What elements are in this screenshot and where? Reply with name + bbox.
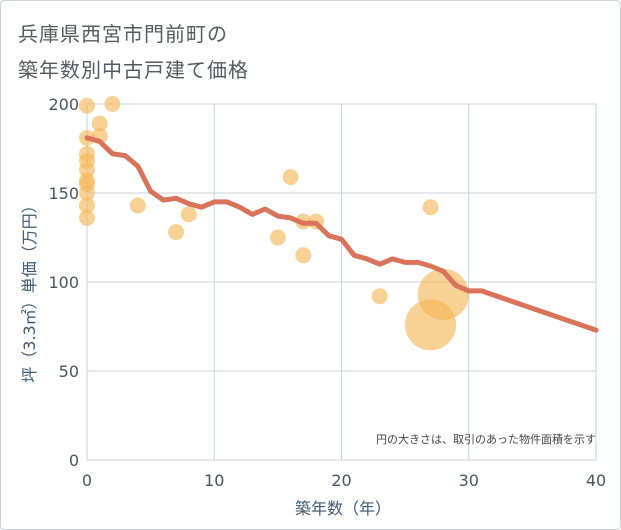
scatter-point: [79, 97, 95, 114]
y-tick-label: 50: [59, 362, 79, 381]
y-tick-label: 150: [48, 184, 79, 203]
x-tick-label: 20: [331, 471, 351, 490]
scatter-point: [79, 209, 95, 226]
scatter-point: [422, 199, 439, 216]
scatter-point: [168, 224, 185, 241]
y-tick-label: 100: [48, 273, 79, 292]
tick-labels: 0 50 100 150 200 0 10 20 30 40: [48, 95, 606, 490]
y-axis-label: 坪（3.3㎡）単価（万円）: [20, 197, 39, 382]
x-axis-label: 築年数（年）: [295, 499, 391, 518]
y-tick-label: 200: [48, 95, 79, 114]
scatter-points: [79, 96, 469, 351]
scatter-point: [269, 229, 286, 246]
chart-title-line1: 兵庫県西宮市門前町の: [18, 22, 228, 46]
scatter-point: [180, 206, 197, 223]
scatter-point: [79, 185, 95, 201]
scatter-point: [371, 288, 388, 305]
scatter-point: [104, 96, 121, 112]
x-tick-label: 40: [586, 471, 606, 490]
x-tick-label: 30: [459, 471, 479, 490]
scatter-point: [91, 115, 108, 132]
trend-line: [84, 135, 599, 333]
y-tick-label: 0: [69, 451, 79, 470]
scatter-point: [295, 247, 312, 264]
scatter-point: [129, 197, 146, 214]
grid: [86, 103, 597, 461]
chart-note: 円の大きさは、取引のあった物件面積を示す: [376, 432, 596, 446]
scatter-point: [417, 268, 469, 321]
chart-title-line2: 築年数別中古戸建て価格: [18, 58, 249, 82]
scatter-point: [79, 197, 95, 214]
x-tick-label: 10: [204, 471, 224, 490]
x-tick-label: 0: [82, 471, 92, 490]
trend-line-group: [84, 135, 599, 333]
scatter-point: [282, 168, 299, 185]
